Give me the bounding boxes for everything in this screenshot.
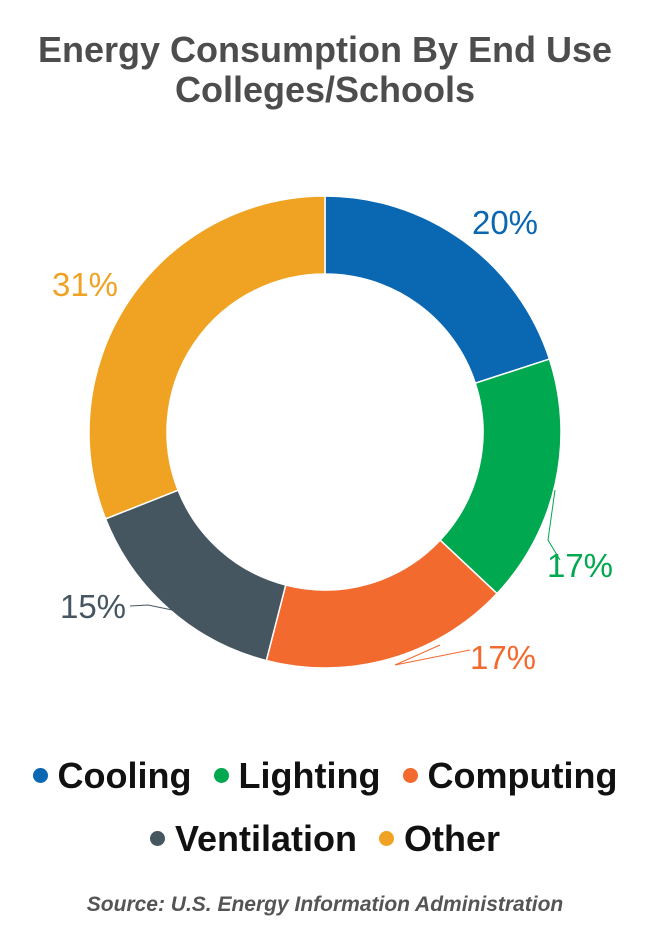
leader-line-computing <box>394 644 471 666</box>
chart-subtitle: Colleges/Schools <box>174 69 476 110</box>
legend-item-cooling: Cooling <box>32 755 192 797</box>
data-label-lighting: 17% <box>547 547 613 584</box>
data-label-ventilation: 15% <box>60 588 126 625</box>
legend-row-2: Ventilation Other <box>0 818 650 860</box>
legend-row-1: Cooling Lighting Computing <box>0 755 650 797</box>
legend-item-lighting: Lighting <box>213 755 381 797</box>
source-note: Source: U.S. Energy Information Administ… <box>86 893 564 916</box>
chart-title: Energy Consumption By End Use <box>37 29 613 70</box>
slice-ventilation <box>104 489 287 662</box>
legend-dot-other <box>379 830 395 846</box>
legend-label-cooling: Cooling <box>57 755 192 796</box>
legend-dot-lighting <box>213 767 229 783</box>
legend-dot-computing <box>402 767 418 783</box>
legend-label-other: Other <box>404 818 501 859</box>
leader-line-lighting <box>547 489 561 561</box>
legend-dot-cooling <box>32 767 48 783</box>
slice-other <box>88 195 326 520</box>
legend-item-ventilation: Ventilation <box>149 818 357 860</box>
legend-label-computing: Computing <box>427 755 618 796</box>
legend-item-computing: Computing <box>402 755 618 797</box>
chart-title-block: Energy Consumption By End Use Colleges/S… <box>0 30 650 110</box>
data-label-cooling: 20% <box>472 204 538 241</box>
data-label-computing: 17% <box>470 639 536 676</box>
leader-line-ventilation <box>129 604 183 613</box>
slice-cooling <box>324 195 551 385</box>
legend-item-other: Other <box>379 818 500 860</box>
legend-dot-ventilation <box>149 830 165 846</box>
legend-label-ventilation: Ventilation <box>174 818 357 859</box>
data-label-other: 31% <box>52 266 118 303</box>
legend-label-lighting: Lighting <box>238 755 381 796</box>
